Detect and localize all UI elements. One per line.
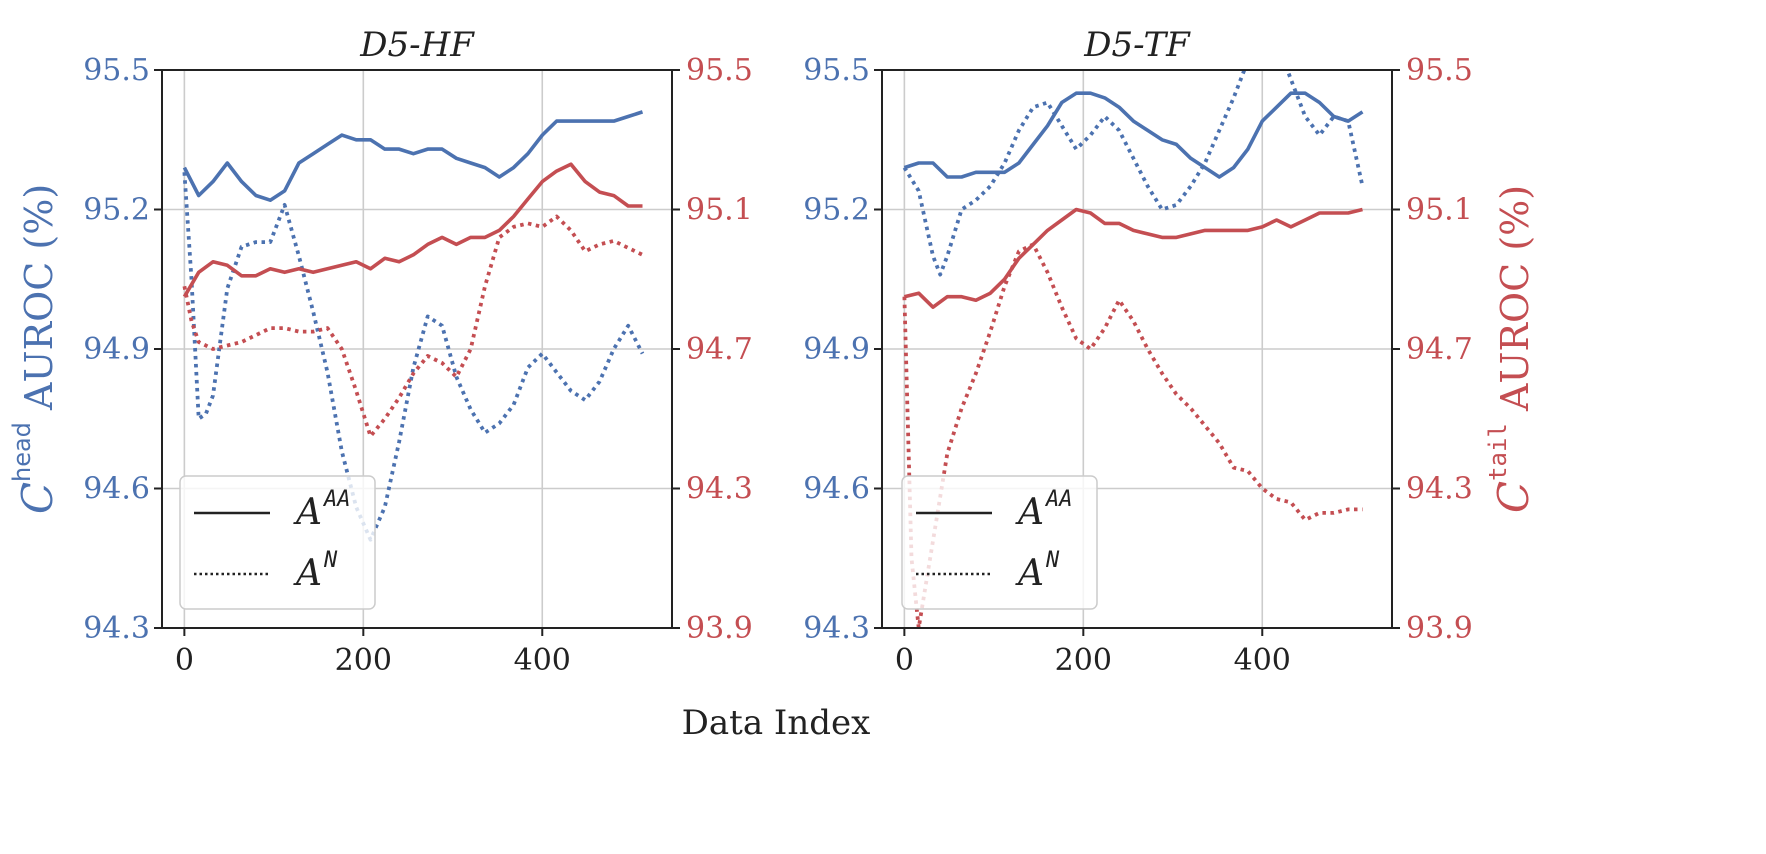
x-tick-label: 0 [175,643,194,678]
legend-label-aa: AAA [1015,487,1073,533]
left-tick-label: 94.9 [803,332,870,367]
left-tick-label: 94.9 [83,332,150,367]
x-tick-label: 0 [895,643,914,678]
y-axis-label-head: Chead AUROC (%) [8,184,62,514]
legend-label-n: AN [1015,548,1060,594]
legend-box [901,475,1098,610]
left-tick-label: 94.3 [803,611,870,646]
left-tick-label: 95.5 [83,53,150,88]
panel-title: D5-HF [359,25,475,65]
x-axis-label: Data Index [682,703,871,743]
series-group [182,110,645,542]
left-tick-label: 95.5 [803,53,870,88]
panel-title: D5-TF [1083,25,1191,65]
series-line-head-dotted [902,70,1365,277]
legend-label-aa: AAA [293,487,351,533]
right-tick-label: 95.1 [1406,193,1473,228]
right-tick-label: 93.9 [1406,611,1473,646]
right-tick-label: 94.7 [1406,332,1473,367]
panel-d5-hf: 94.3 94.6 94.9 95.2 95.5 93.9 94.3 94.7 95.1 95.5… [83,25,753,678]
x-tick-label: 400 [514,643,571,678]
axes: 94.3 94.6 94.9 95.2 95.5 93.9 94.3 94.7 95.1 95.5… [83,53,753,678]
series-line-head-solid [903,91,1364,179]
right-tick-label: 94.3 [1406,472,1473,507]
right-tick-label: 95.5 [686,53,753,88]
series-group [902,70,1365,628]
left-tick-label: 95.2 [83,193,150,228]
right-tick-label: 95.5 [1406,53,1473,88]
series-line-head-solid [182,110,644,202]
left-tick-label: 94.6 [83,472,150,507]
legend-label-n: AN [293,548,338,594]
right-tick-label: 94.7 [686,332,753,367]
x-tick-label: 200 [335,643,392,678]
y-axis-label-tail: Ctail AUROC (%) [1484,185,1538,513]
left-tick-label: 95.2 [803,193,870,228]
right-tick-label: 93.9 [686,611,753,646]
right-tick-label: 94.3 [686,472,753,507]
panel-d5-tf: 94.3 94.6 94.9 95.2 95.5 93.9 94.3 94.7 95.1 95.5… [803,25,1473,678]
series-line-tail-solid [903,207,1363,310]
x-tick-label: 200 [1055,643,1112,678]
left-tick-label: 94.3 [83,611,150,646]
x-tick-label: 400 [1234,643,1291,678]
legend: AAA AN [179,475,376,610]
left-tick-label: 94.6 [803,472,870,507]
legend: AAA AN [901,475,1098,610]
axes: 94.3 94.6 94.9 95.2 95.5 93.9 94.3 94.7 95.1 95.5… [803,53,1473,678]
series-line-tail-dotted [902,242,1363,628]
right-tick-label: 95.1 [686,193,753,228]
series-line-tail-dotted [182,214,644,439]
series-line-head-dotted [182,172,645,542]
series-line-tail-solid [182,162,643,298]
legend-box [179,475,376,610]
